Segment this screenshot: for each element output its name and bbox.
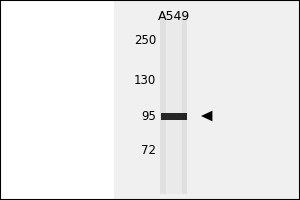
Bar <box>161 112 187 119</box>
Polygon shape <box>201 111 212 121</box>
Bar <box>166 14 182 194</box>
Text: A549: A549 <box>158 10 190 23</box>
Text: 250: 250 <box>134 33 156 46</box>
Text: 72: 72 <box>141 144 156 156</box>
Bar <box>160 14 188 194</box>
Bar <box>114 0 300 200</box>
Text: 130: 130 <box>134 73 156 86</box>
Text: 95: 95 <box>141 110 156 122</box>
